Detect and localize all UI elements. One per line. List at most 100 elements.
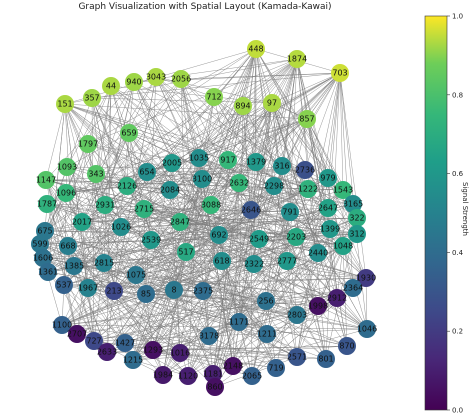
node-label: 894	[235, 102, 250, 111]
graph-node: 659	[120, 124, 138, 142]
graph-node: 312	[348, 225, 366, 243]
node-circle	[53, 316, 71, 334]
node-label: 2646	[241, 206, 261, 215]
node-label: 2571	[287, 353, 307, 362]
graph-edge	[63, 284, 164, 376]
node-label: 1048	[333, 242, 353, 251]
graph-node: 719	[267, 359, 285, 377]
node-label: 312	[349, 230, 364, 239]
graph-edge	[212, 252, 319, 375]
node-label: 2912	[327, 294, 347, 303]
graph-node: 2084	[160, 181, 180, 199]
graph-edge	[113, 162, 173, 292]
node-label: 3100	[192, 175, 212, 184]
node-circle	[34, 249, 52, 267]
graph-edge	[87, 143, 344, 247]
node-circle	[65, 257, 83, 275]
graph-edge	[201, 58, 298, 180]
graph-node: 2364	[343, 279, 363, 297]
graph-node: 703	[331, 64, 349, 82]
node-label: 1385	[64, 262, 84, 271]
node-circle	[79, 279, 97, 297]
graph-edge	[227, 118, 308, 161]
node-circle	[206, 378, 224, 396]
graph-node: 712	[205, 88, 223, 106]
node-label: 1998	[308, 302, 328, 311]
graph-edge	[44, 96, 215, 232]
graph-edge	[296, 245, 344, 316]
node-circle	[39, 263, 57, 281]
node-label: 2549	[249, 235, 269, 244]
node-label: 1930	[356, 274, 376, 283]
node-label: 256	[258, 297, 273, 306]
node-circle	[57, 184, 75, 202]
graph-edge	[64, 103, 89, 289]
graph-node: 654	[138, 163, 156, 181]
node-label: 1035	[189, 154, 209, 163]
graph-edge	[227, 159, 367, 279]
graph-edge	[106, 102, 273, 353]
graph-edge	[306, 118, 329, 209]
graph-edge	[95, 85, 112, 175]
node-circle	[348, 209, 366, 227]
graph-edge	[66, 85, 112, 168]
node-label: 860	[207, 383, 222, 392]
node-label: 2322	[244, 260, 264, 269]
node-label: 692	[211, 231, 226, 240]
graph-node: 1361	[38, 263, 58, 281]
graph-node: 2126	[117, 177, 137, 195]
graph-node: 2715	[134, 200, 154, 218]
graph-edge	[81, 208, 145, 223]
graph-edge	[242, 58, 298, 107]
graph-edge	[325, 217, 358, 360]
graph-edge	[232, 356, 298, 367]
node-label: 857	[299, 115, 314, 124]
graph-edge	[104, 81, 135, 206]
node-circle	[95, 254, 113, 272]
graph-node: 1093	[57, 158, 77, 176]
graph-node: 322	[348, 209, 366, 227]
node-label: 44	[106, 82, 116, 91]
graph-edge	[296, 58, 319, 254]
graph-edge	[173, 178, 203, 291]
node-label: 213	[106, 287, 121, 296]
graph-node: 2736	[295, 161, 315, 179]
graph-edge	[255, 72, 341, 163]
node-circle	[172, 70, 190, 88]
node-circle	[118, 177, 136, 195]
graph-edge	[45, 103, 66, 181]
graph-edge	[325, 72, 341, 360]
node-label: 2148	[223, 362, 243, 371]
graph-edge	[271, 102, 319, 254]
node-circle	[250, 230, 268, 248]
graph-node: 1967	[78, 279, 98, 297]
graph-node: 2632	[229, 174, 249, 192]
graph-edge	[266, 177, 329, 335]
graph-edge	[132, 289, 175, 361]
node-label: 917	[220, 156, 235, 165]
node-circle	[190, 149, 208, 167]
graph-node: 1930	[356, 269, 376, 287]
graph-edge	[128, 48, 257, 134]
node-circle	[299, 180, 317, 198]
node-circle	[102, 77, 120, 95]
colorbar-tick-label: 0.6	[452, 170, 464, 178]
graph-edge	[327, 72, 341, 179]
node-circle	[257, 292, 275, 310]
node-label: 2364	[343, 284, 363, 293]
node-circle	[278, 252, 296, 270]
graph-node: 2005	[162, 154, 182, 172]
node-circle	[85, 332, 103, 350]
graph-node: 1120	[178, 367, 198, 385]
graph-node: 2633	[97, 343, 117, 361]
node-circle	[358, 320, 376, 338]
graph-edge	[87, 143, 203, 180]
graph-edge	[271, 102, 338, 299]
graph-node: 2065	[242, 367, 262, 385]
node-label: 2815	[94, 259, 114, 268]
graph-node: 1035	[189, 149, 209, 167]
colorbar-label: Signal Strength	[461, 181, 469, 236]
colorbar-gradient	[424, 15, 448, 411]
node-label: 703	[332, 69, 347, 78]
graph-edge	[81, 78, 182, 223]
